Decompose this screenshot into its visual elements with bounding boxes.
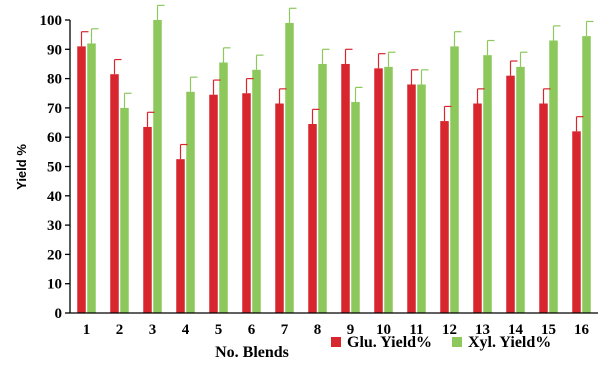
bar-glu-yield	[209, 94, 218, 313]
y-tick-label: 100	[40, 13, 63, 29]
legend-label-xyl: Xyl. Yield%	[468, 334, 551, 351]
legend-label-glu: Glu. Yield%	[347, 334, 432, 351]
y-tick-label: 90	[47, 42, 62, 58]
bar-glu-yield	[407, 84, 416, 314]
y-tick-label: 20	[47, 247, 62, 263]
bars	[77, 20, 591, 314]
x-tick-label: 8	[314, 322, 322, 338]
bar-xyl-yield	[450, 46, 459, 314]
y-tick-label: 50	[47, 160, 62, 176]
x-axis-label: No. Blends	[215, 344, 289, 361]
bar-xyl-yield	[351, 102, 360, 313]
x-tick-label: 12	[442, 322, 457, 338]
x-tick-label: 1	[83, 322, 91, 338]
x-tick-label: 15	[541, 322, 556, 338]
bar-glu-yield	[275, 103, 284, 313]
bar-xyl-yield	[219, 62, 228, 313]
bar-glu-yield	[308, 124, 317, 313]
legend: Glu. Yield% Xyl. Yield%	[331, 334, 551, 351]
bar-xyl-yield	[417, 84, 426, 314]
bar-glu-yield	[374, 68, 383, 313]
x-tick-label: 4	[182, 322, 190, 338]
bar-xyl-yield	[384, 66, 393, 313]
x-tick-label: 16	[574, 322, 590, 338]
bar-xyl-yield	[186, 91, 195, 313]
error-bars	[80, 4, 594, 160]
x-tick-label: 7	[281, 322, 289, 338]
bar-glu-yield	[341, 63, 350, 314]
x-tick-label: 14	[508, 322, 524, 338]
bar-glu-yield	[77, 46, 86, 314]
y-tick-label: 0	[55, 306, 63, 322]
x-tick-labels: 1 2 3 4 5 6 7 8 9 10 11 12 13 14 15 16	[83, 322, 590, 338]
bar-xyl-yield	[285, 22, 294, 314]
x-tick-label: 9	[347, 322, 355, 338]
bar-glu-yield	[572, 131, 581, 313]
x-tick-label: 13	[475, 322, 490, 338]
bar-xyl-yield	[516, 66, 525, 313]
bar-glu-yield	[473, 103, 482, 313]
bar-xyl-yield	[87, 43, 96, 313]
legend-swatch-glu	[331, 337, 341, 347]
bar-xyl-yield	[318, 63, 327, 314]
bar-xyl-yield	[153, 20, 162, 313]
y-tick-label: 40	[47, 189, 62, 205]
x-tick-label: 3	[149, 322, 157, 338]
bar-xyl-yield	[582, 36, 591, 314]
bar-glu-yield	[143, 126, 152, 313]
bar-xyl-yield	[252, 69, 261, 313]
bar-glu-yield	[506, 75, 515, 313]
x-tick-label: 10	[376, 322, 391, 338]
y-tick-label: 70	[47, 101, 62, 117]
y-axis-label: Yield %	[14, 144, 29, 190]
x-tick-label: 2	[116, 322, 124, 338]
bar-glu-yield	[539, 103, 548, 313]
bar-glu-yield	[110, 74, 119, 313]
legend-swatch-xyl	[452, 337, 462, 347]
x-tick-label: 11	[409, 322, 423, 338]
x-tick-label: 5	[215, 322, 223, 338]
y-axis: 0 10 20 30 40 50 60 70 80 90 100	[40, 13, 71, 322]
bar-xyl-yield	[483, 55, 492, 313]
bar-glu-yield	[176, 159, 185, 313]
y-tick-label: 60	[47, 130, 62, 146]
bar-glu-yield	[242, 93, 251, 313]
bar-xyl-yield	[120, 107, 129, 314]
y-tick-label: 10	[47, 277, 62, 293]
x-tick-label: 6	[248, 322, 256, 338]
bar-xyl-yield	[549, 40, 558, 313]
y-tick-label: 80	[47, 72, 62, 88]
y-tick-label: 30	[47, 218, 62, 234]
bar-glu-yield	[440, 121, 449, 314]
